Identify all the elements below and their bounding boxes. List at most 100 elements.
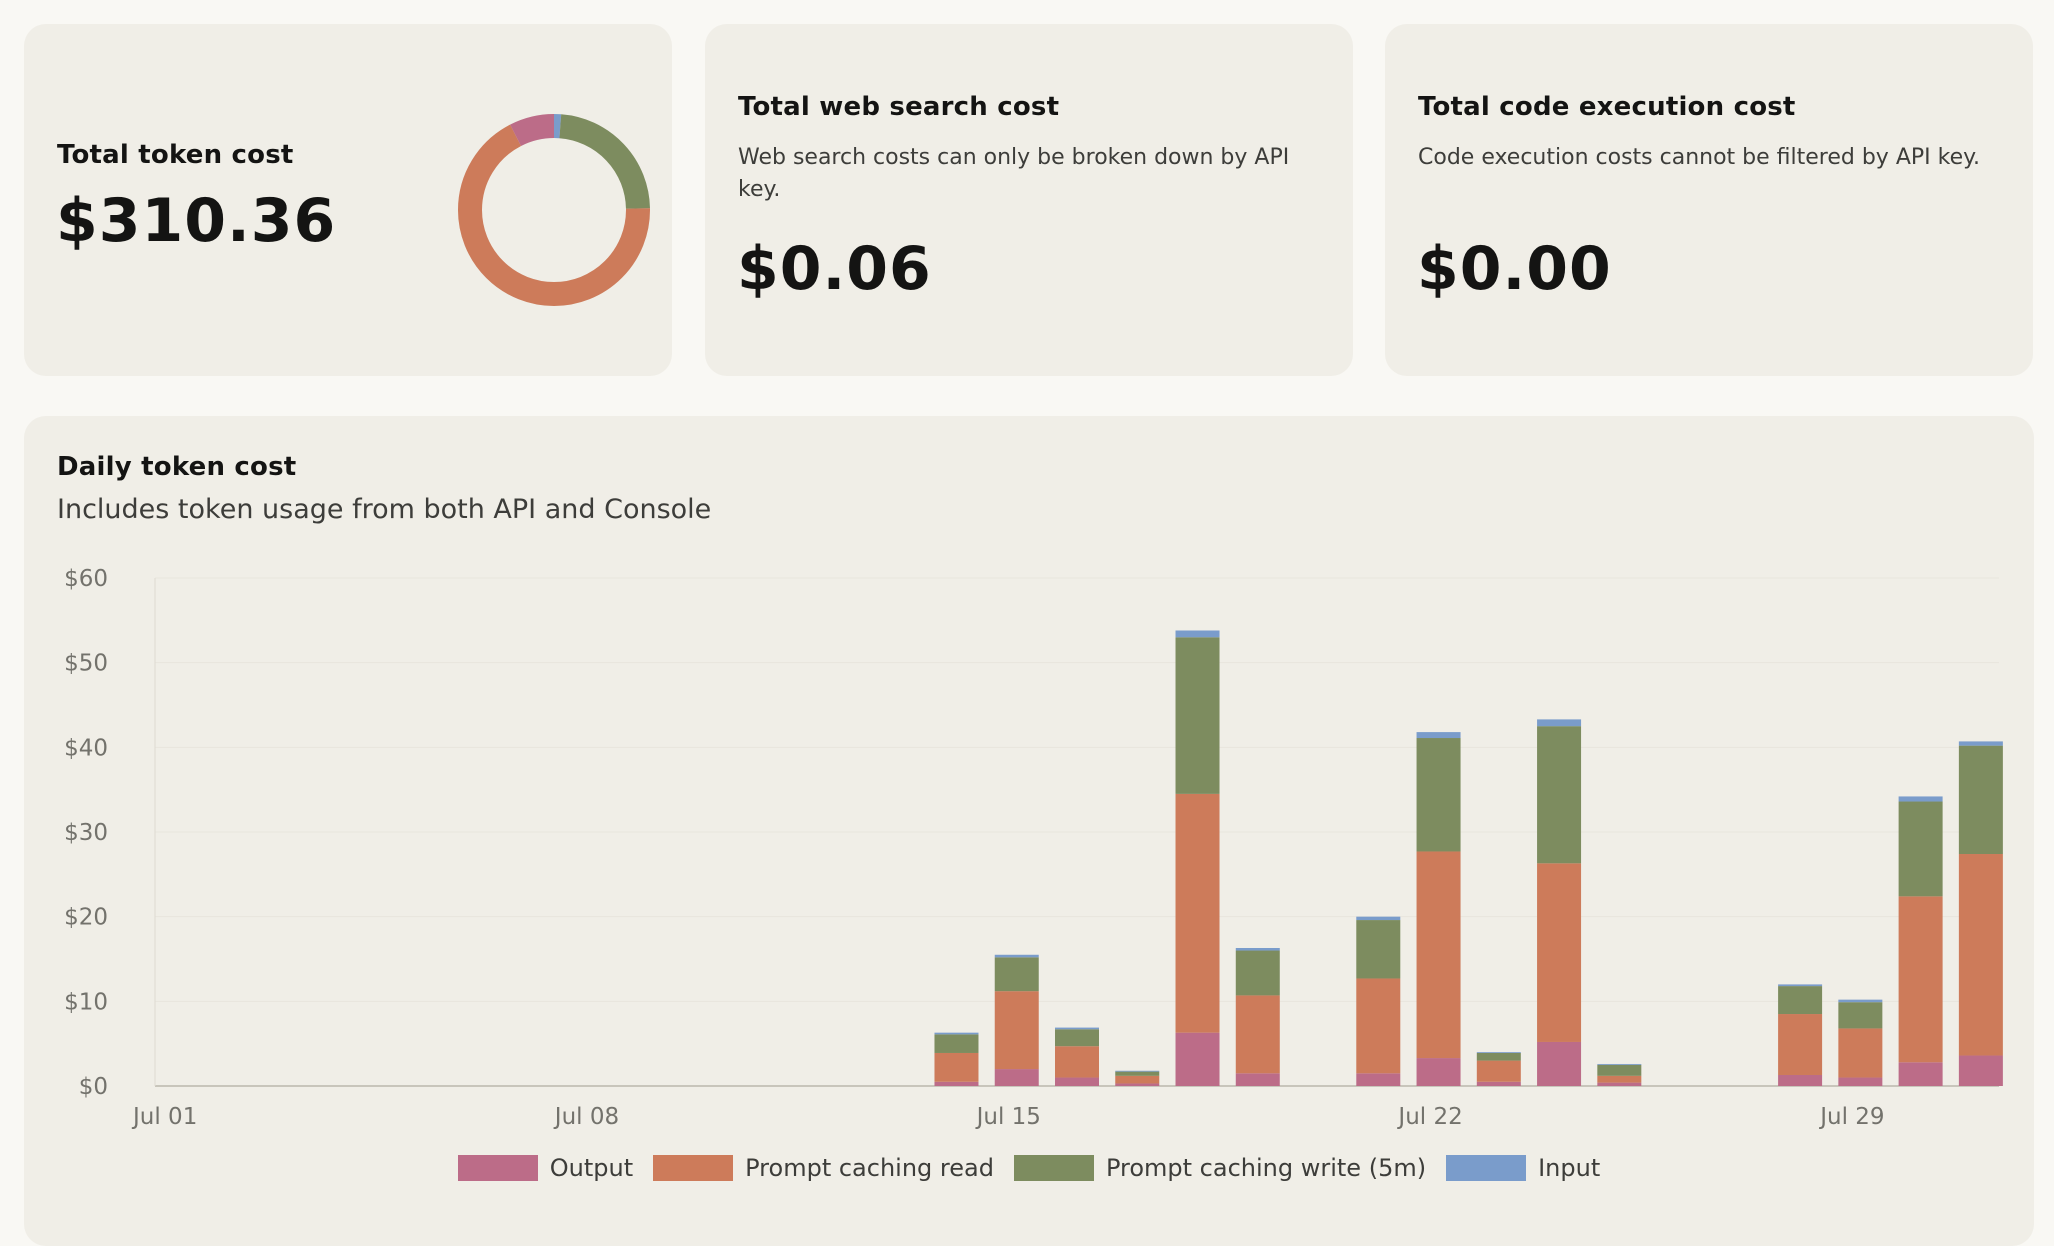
- bar-input[interactable]: [934, 1032, 979, 1035]
- bar-prompt-caching-read[interactable]: [1958, 854, 2003, 1056]
- bar-prompt-caching-write-5m[interactable]: [1235, 950, 1280, 996]
- bar-output[interactable]: [994, 1069, 1039, 1086]
- y-tick-label: $60: [64, 566, 108, 592]
- code-execution-cost-title: Total code execution cost: [1418, 92, 1796, 122]
- y-tick-label: $30: [64, 820, 108, 846]
- bar-prompt-caching-read[interactable]: [1115, 1075, 1160, 1084]
- bar-input[interactable]: [1356, 916, 1401, 921]
- daily-token-cost-subtitle: Includes token usage from both API and C…: [57, 494, 712, 525]
- x-tick-label: Jul 08: [553, 1104, 619, 1130]
- legend-swatch-prompt-caching-read: [653, 1155, 734, 1181]
- bar-output[interactable]: [1115, 1083, 1160, 1086]
- token-cost-card: Total token cost $310.36: [24, 24, 672, 376]
- bar-prompt-caching-read[interactable]: [1356, 978, 1401, 1074]
- x-tick-label: Jul 01: [131, 1104, 197, 1130]
- code-execution-cost-description: Code execution costs cannot be filtered …: [1418, 145, 1980, 170]
- web-search-cost-title: Total web search cost: [738, 92, 1060, 122]
- y-tick-label: $10: [64, 989, 108, 1015]
- bar-prompt-caching-write-5m[interactable]: [1958, 745, 2003, 855]
- donut-slice-output[interactable]: [458, 114, 650, 306]
- bar-input[interactable]: [1175, 630, 1220, 638]
- bar-prompt-caching-write-5m[interactable]: [1476, 1052, 1521, 1061]
- x-tick-label: Jul 15: [975, 1104, 1041, 1130]
- bar-prompt-caching-write-5m[interactable]: [1416, 738, 1461, 852]
- bar-prompt-caching-read[interactable]: [1055, 1046, 1099, 1078]
- legend-item-input[interactable]: Input: [1446, 1154, 1600, 1182]
- token-cost-donut[interactable]: [444, 100, 664, 320]
- bar-output[interactable]: [1898, 1062, 1943, 1086]
- bar-prompt-caching-read[interactable]: [1416, 851, 1461, 1059]
- bar-input[interactable]: [1537, 719, 1582, 727]
- bar-input[interactable]: [1958, 741, 2003, 746]
- y-tick-label: $50: [64, 651, 108, 677]
- bar-input[interactable]: [1898, 796, 1943, 802]
- bar-prompt-caching-write-5m[interactable]: [934, 1034, 979, 1053]
- bar-output[interactable]: [1958, 1055, 2003, 1086]
- bar-prompt-caching-write-5m[interactable]: [1115, 1071, 1160, 1076]
- bar-prompt-caching-write-5m[interactable]: [1838, 1002, 1883, 1029]
- legend-swatch-output: [457, 1155, 538, 1181]
- code-execution-cost-value: $0.00: [1417, 234, 1612, 304]
- bar-output[interactable]: [1235, 1073, 1280, 1086]
- bar-output[interactable]: [1055, 1077, 1099, 1086]
- bar-output[interactable]: [1476, 1081, 1521, 1086]
- daily-token-cost-title: Daily token cost: [57, 452, 297, 482]
- legend-label-prompt-caching-write: Prompt caching write (5m): [1105, 1154, 1427, 1182]
- bar-input[interactable]: [1778, 984, 1823, 987]
- bar-prompt-caching-read[interactable]: [1838, 1028, 1883, 1078]
- legend-item-output[interactable]: Output: [457, 1154, 633, 1182]
- bar-prompt-caching-read[interactable]: [1476, 1060, 1521, 1082]
- code-execution-cost-card: Total code execution cost Code execution…: [1385, 24, 2033, 376]
- bar-prompt-caching-read[interactable]: [1175, 793, 1220, 1033]
- chart-legend: Output Prompt caching read Prompt cachin…: [24, 1154, 2034, 1182]
- bar-prompt-caching-write-5m[interactable]: [1778, 986, 1823, 1015]
- bar-input[interactable]: [1597, 1063, 1642, 1065]
- bar-output[interactable]: [1778, 1074, 1823, 1086]
- bar-prompt-caching-write-5m[interactable]: [1898, 801, 1943, 897]
- donut-slice-prompt-caching-read[interactable]: [458, 114, 650, 306]
- bar-prompt-caching-write-5m[interactable]: [1175, 637, 1220, 794]
- bar-input[interactable]: [994, 954, 1039, 958]
- bar-output[interactable]: [1416, 1058, 1461, 1086]
- x-tick-label: Jul 29: [1818, 1104, 1884, 1130]
- bar-input[interactable]: [1115, 1070, 1160, 1072]
- legend-swatch-input: [1446, 1155, 1527, 1181]
- bar-input[interactable]: [1416, 732, 1461, 739]
- bar-input[interactable]: [1476, 1052, 1521, 1053]
- web-search-cost-card: Total web search cost Web search costs c…: [705, 24, 1353, 376]
- bar-input[interactable]: [1838, 999, 1883, 1003]
- y-tick-label: $40: [64, 735, 108, 761]
- web-search-cost-value: $0.06: [737, 234, 932, 304]
- legend-label-prompt-caching-read: Prompt caching read: [745, 1154, 994, 1182]
- bar-prompt-caching-read[interactable]: [934, 1052, 979, 1082]
- bar-input[interactable]: [1235, 947, 1280, 951]
- bar-prompt-caching-read[interactable]: [1235, 995, 1280, 1074]
- bar-prompt-caching-read[interactable]: [1898, 896, 1943, 1063]
- bar-prompt-caching-read[interactable]: [1778, 1014, 1823, 1075]
- bar-output[interactable]: [1597, 1082, 1642, 1086]
- bar-prompt-caching-read[interactable]: [1537, 863, 1582, 1042]
- bar-output[interactable]: [1175, 1032, 1220, 1086]
- bar-prompt-caching-write-5m[interactable]: [1356, 920, 1401, 979]
- legend-swatch-prompt-caching-write: [1013, 1155, 1094, 1181]
- y-tick-label: $0: [79, 1074, 108, 1100]
- web-search-cost-description: Web search costs can only be broken down…: [738, 145, 1290, 202]
- bar-output[interactable]: [1356, 1073, 1401, 1086]
- bar-prompt-caching-write-5m[interactable]: [1537, 726, 1582, 864]
- bar-prompt-caching-write-5m[interactable]: [1597, 1064, 1642, 1076]
- bar-prompt-caching-read[interactable]: [1597, 1075, 1642, 1083]
- bar-output[interactable]: [1838, 1077, 1883, 1086]
- bar-output[interactable]: [934, 1081, 979, 1086]
- daily-token-cost-chart: $0 $10 $20 $30 $40 $50 $60 Jul 01 Jul 08 Jul 15 Ju…: [64, 566, 2003, 1130]
- bar-output[interactable]: [1537, 1041, 1582, 1086]
- token-cost-value: $310.36: [56, 186, 337, 256]
- legend-label-input: Input: [1538, 1154, 1601, 1182]
- legend-item-prompt-caching-write[interactable]: Prompt caching write (5m): [1013, 1154, 1427, 1182]
- token-cost-title: Total token cost: [57, 140, 294, 170]
- x-tick-label: Jul 22: [1396, 1104, 1462, 1130]
- bar-prompt-caching-read[interactable]: [994, 991, 1039, 1070]
- bar-prompt-caching-write-5m[interactable]: [1055, 1029, 1099, 1047]
- legend-item-prompt-caching-read[interactable]: Prompt caching read: [653, 1154, 994, 1182]
- bar-prompt-caching-write-5m[interactable]: [994, 957, 1039, 992]
- bar-input[interactable]: [1055, 1027, 1099, 1030]
